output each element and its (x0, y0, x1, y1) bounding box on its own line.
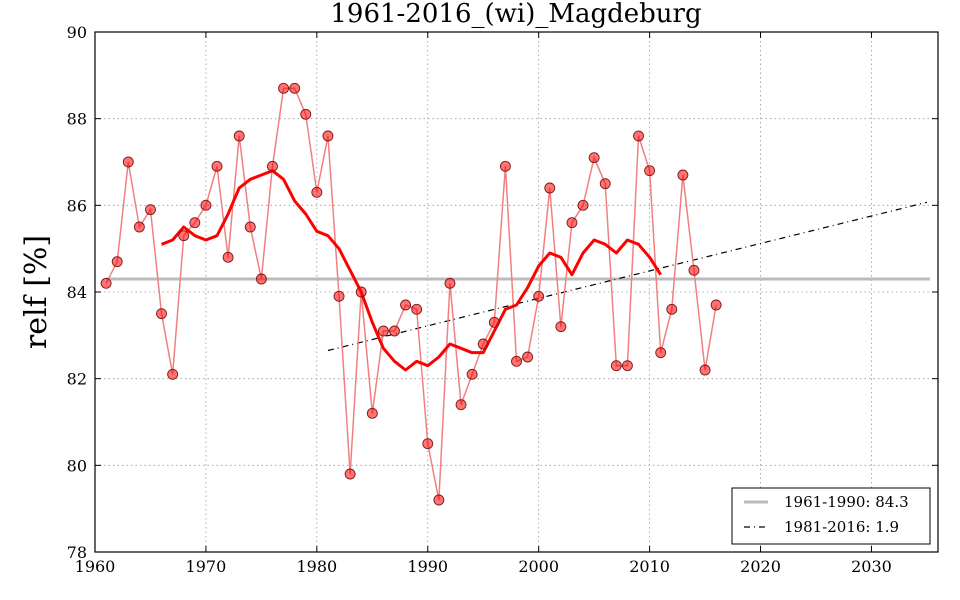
smoothed-line-path (161, 169, 662, 372)
data-point (333, 290, 345, 302)
data-point (433, 494, 445, 506)
y-tick-label: 78 (67, 543, 87, 562)
data-point (621, 360, 633, 372)
smoothed-line (161, 169, 662, 372)
x-tick-label: 2030 (851, 557, 892, 576)
y-tick-label: 82 (67, 370, 87, 389)
data-point (311, 186, 323, 198)
yearly-points (100, 82, 722, 506)
data-point (377, 325, 389, 337)
data-point (233, 130, 245, 142)
data-point (599, 178, 611, 190)
data-point (688, 264, 700, 276)
x-tick-label: 1990 (407, 557, 448, 576)
data-point (677, 169, 689, 181)
data-point (167, 368, 179, 380)
data-point (100, 277, 112, 289)
y-tick-label: 80 (67, 456, 87, 475)
y-tick-label: 88 (67, 110, 87, 129)
data-point (389, 325, 400, 337)
data-point (145, 204, 156, 216)
data-point (577, 199, 589, 211)
x-tick-label: 2020 (740, 557, 781, 576)
y-tick-label: 84 (67, 283, 87, 302)
data-point (566, 217, 578, 229)
data-point (400, 299, 412, 311)
data-point (544, 182, 556, 194)
data-point (499, 160, 511, 172)
y-tick-label: 86 (67, 196, 87, 215)
data-point (366, 407, 378, 419)
data-point (322, 130, 334, 142)
data-point (178, 230, 190, 242)
axis-ticks: 1960 1970 1980 1990 2000 2010 2020 2030 78 80 82 84… (67, 23, 938, 576)
legend: 1961-1990: 84.3 1981-2016: 1.9 (731, 487, 931, 545)
x-tick-label: 1970 (186, 557, 227, 576)
data-point (422, 438, 434, 450)
trend-line (327, 201, 928, 352)
data-point (189, 217, 201, 229)
data-point (255, 273, 267, 285)
data-point (533, 290, 545, 302)
data-point (122, 156, 134, 168)
data-point (222, 251, 234, 263)
data-point (411, 303, 423, 315)
data-point (633, 130, 644, 142)
data-point (655, 347, 667, 359)
data-point (466, 368, 478, 380)
data-point (133, 221, 145, 233)
data-point (355, 286, 367, 298)
y-axis-label: relf [%] (19, 235, 54, 349)
data-point (289, 82, 301, 94)
data-point (699, 364, 711, 376)
data-point (455, 399, 467, 411)
chart-title: 1961-2016_(wi)_Magdeburg (330, 0, 701, 29)
grid (95, 32, 938, 552)
data-point (111, 256, 123, 268)
data-point (666, 303, 678, 315)
data-point (522, 351, 534, 363)
x-tick-label: 1980 (296, 557, 337, 576)
legend-reference-label: 1961-1990: 84.3 (784, 493, 909, 511)
data-point (710, 299, 722, 311)
data-point (477, 338, 489, 350)
data-point (278, 82, 290, 94)
data-point (211, 160, 223, 172)
data-point (156, 308, 168, 320)
data-point (200, 199, 212, 211)
legend-box (731, 487, 931, 545)
x-tick-label: 2010 (629, 557, 670, 576)
legend-trend-label: 1981-2016: 1.9 (784, 518, 899, 536)
data-point (644, 165, 656, 177)
yearly-line (105, 87, 717, 501)
data-point (444, 277, 456, 289)
data-point (300, 108, 312, 120)
data-point (511, 355, 522, 367)
data-point (244, 221, 256, 233)
y-tick-label: 90 (67, 23, 87, 42)
data-point (588, 152, 600, 164)
data-point (344, 468, 356, 480)
data-point (610, 360, 622, 372)
x-tick-label: 1960 (75, 557, 116, 576)
data-point (267, 160, 278, 172)
data-point (488, 316, 500, 328)
yearly-line-path (105, 87, 717, 501)
data-point (555, 321, 567, 333)
x-tick-label: 2000 (518, 557, 559, 576)
trend-line-path (327, 201, 928, 352)
